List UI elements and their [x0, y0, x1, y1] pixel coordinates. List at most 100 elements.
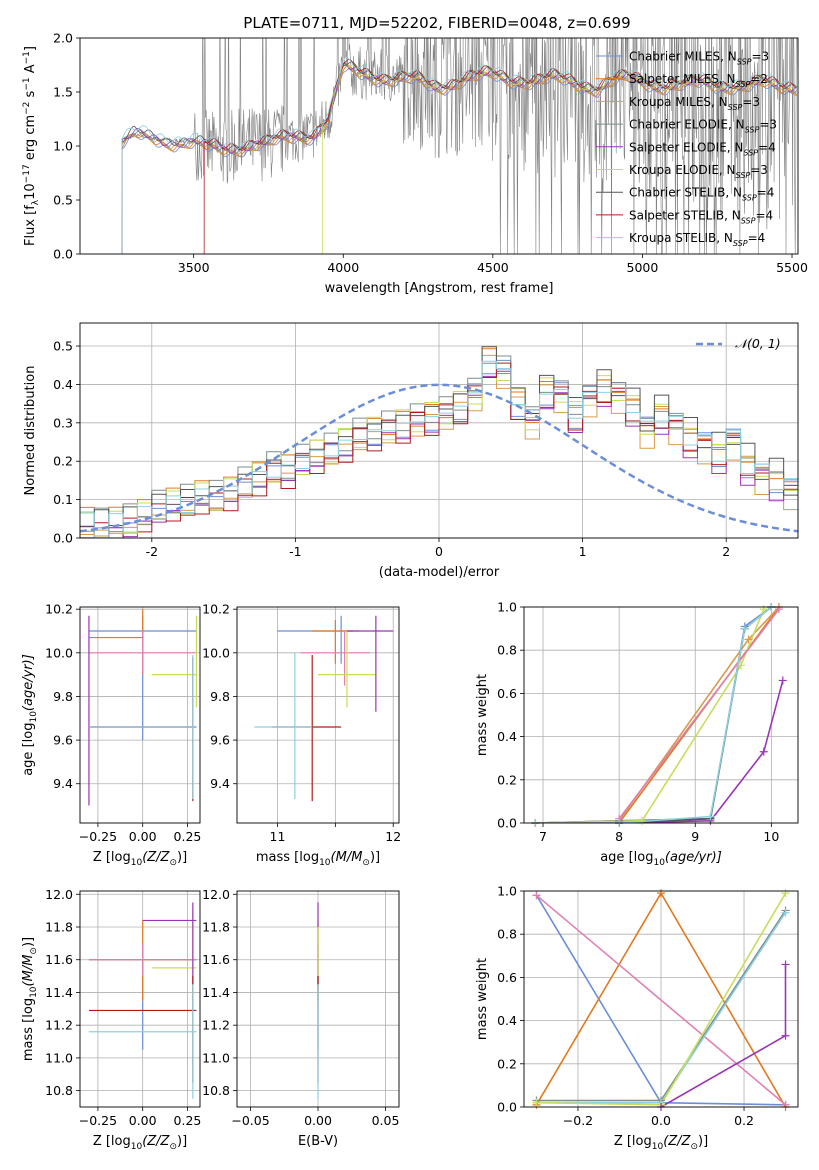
weight-line-6 [535, 607, 772, 823]
y-tick-label: 9.4 [53, 776, 73, 791]
residual-histogram-8 [80, 360, 798, 538]
x-tick-label: 5500 [776, 260, 808, 275]
model-spectrum-3 [121, 61, 798, 254]
weight-marker [744, 635, 753, 644]
y-tick-label: 0.2 [53, 454, 73, 469]
axes-frame [523, 890, 799, 1108]
y-tick-label: 11.0 [45, 1050, 73, 1065]
weight-marker [637, 816, 646, 825]
y-tick-label: 0.8 [497, 643, 517, 658]
y-axis-label: mass weight [475, 674, 490, 756]
weight-marker [781, 889, 790, 898]
y-tick-label: 10.0 [202, 645, 230, 660]
y-tick-label: 10.8 [45, 1083, 73, 1098]
plot-area [121, 38, 798, 254]
weight-marker [781, 1031, 790, 1040]
axes-frame [236, 890, 400, 1108]
x-tick-label: 0.25 [174, 1113, 202, 1128]
y-tick-label: 1.0 [497, 884, 517, 899]
x-tick-label: 12 [385, 829, 401, 844]
residual-histogram-0 [80, 359, 798, 538]
y-tick-label: 0.2 [497, 1056, 517, 1071]
x-tick-label: −0.2 [563, 1113, 593, 1128]
x-tick-label: −0.25 [79, 829, 117, 844]
x-tick-label: 0.25 [174, 829, 202, 844]
panel-1: -2 -1 0 1 2 0.0 0.1 0.2 0.3 0.4 0.5 𝒩(0, 1) (data-mo… [23, 322, 799, 580]
panel-5: −0.25 0.00 0.25 10.8 11.0 11.2 11.4 11.6 11.8 12.… [21, 887, 201, 1152]
y-tick-label: 10.0 [45, 645, 73, 660]
residual-histogram-7 [80, 362, 798, 538]
y-tick-label: 9.8 [210, 689, 230, 704]
weight-marker [740, 624, 749, 633]
y-tick-label: 11.6 [45, 952, 73, 967]
weight-marker [759, 747, 768, 756]
x-tick-label: 0 [435, 544, 443, 559]
y-tick-label: 9.4 [210, 776, 230, 791]
x-tick-label: 0.0 [651, 1113, 671, 1128]
weight-line-2 [535, 894, 787, 1106]
weight-marker [781, 908, 790, 917]
y-tick-label: 0.6 [497, 686, 517, 701]
x-tick-label: 0.00 [129, 829, 157, 844]
x-tick-label: 8 [615, 829, 623, 844]
weight-marker [657, 889, 665, 898]
y-tick-label: 11.6 [202, 952, 230, 967]
x-tick-label: 5000 [627, 260, 659, 275]
x-tick-label: -1 [289, 544, 301, 559]
y-tick-label: 10.2 [45, 602, 73, 617]
y-axis-label: age [log10(age/yr)] [21, 654, 39, 776]
y-tick-label: 11.0 [202, 1050, 230, 1065]
panel-7: −0.2 0.0 0.2 0.0 0.2 0.4 0.6 0.8 1.0 Z [log10(Z/Z… [475, 884, 799, 1152]
x-tick-label: 0.2 [734, 1113, 754, 1128]
y-tick-label: 11.4 [45, 985, 73, 1000]
weight-marker [774, 605, 783, 614]
plot-area [80, 345, 798, 538]
x-axis-label: (data-model)/error [379, 565, 500, 580]
y-tick-label: 9.6 [210, 733, 230, 748]
weight-marker [759, 605, 768, 614]
weight-marker [736, 661, 745, 670]
legend-entry: Salpeter MILES, NSSP=2 [629, 72, 768, 89]
x-tick-label: 4000 [327, 260, 359, 275]
panels: 3500 4000 4500 5000 5500 0.0 0.5 1.0 1.5 2.0 Chabr… [21, 31, 808, 1153]
weight-marker [778, 676, 787, 685]
y-tick-label: 1.5 [53, 85, 73, 100]
x-axis-label: mass [log10(M/M⊙)] [256, 850, 380, 868]
legend-entry: Chabrier STELIB, NSSP=4 [629, 186, 774, 203]
x-axis-label: age [log10(age/yr)] [600, 850, 722, 868]
weight-marker [781, 960, 790, 969]
y-tick-label: 0.5 [53, 193, 73, 208]
weight-line-6 [660, 964, 787, 1107]
x-tick-label: 3500 [178, 260, 210, 275]
legend-entry: Salpeter ELODIE, NSSP=4 [629, 140, 776, 157]
x-axis-label: Z [log10(Z/Z⊙)] [614, 1134, 708, 1152]
x-tick-label: 0.05 [372, 1113, 400, 1128]
legend-entry: Kroupa MILES, NSSP=3 [629, 95, 760, 112]
axes-frame [79, 322, 799, 539]
x-tick-label: 0.00 [304, 1113, 332, 1128]
y-tick-label: 0.2 [497, 772, 517, 787]
x-tick-label: 4500 [477, 260, 509, 275]
y-tick-label: 9.6 [53, 733, 73, 748]
y-tick-label: 0.0 [497, 1100, 517, 1115]
weight-line-8 [535, 607, 772, 823]
weight-marker [706, 812, 715, 821]
x-axis-label: Z [log10(Z/Z⊙)] [93, 1134, 187, 1152]
axes-frame [523, 606, 799, 824]
weight-marker [532, 1098, 541, 1107]
weight-marker [532, 891, 541, 900]
y-tick-label: 0.5 [53, 339, 73, 354]
x-tick-label: −0.25 [79, 1113, 117, 1128]
model-spectrum-8 [121, 57, 797, 254]
y-tick-label: 0.8 [497, 927, 517, 942]
x-tick-label: 2 [722, 544, 730, 559]
legend-entry: Chabrier MILES, NSSP=3 [629, 50, 769, 67]
model-spectrum-1 [121, 65, 798, 254]
axes-frame [236, 606, 400, 824]
gaussian-curve [80, 383, 798, 533]
figure-title: PLATE=0711, MJD=52202, FIBERID=0048, z=0… [243, 14, 630, 32]
y-tick-label: 11.2 [202, 1018, 230, 1033]
y-tick-label: 0.4 [497, 1013, 517, 1028]
y-axis-label: mass weight [475, 958, 490, 1040]
y-axis-label: mass [log10(M/M⊙)] [21, 937, 39, 1061]
